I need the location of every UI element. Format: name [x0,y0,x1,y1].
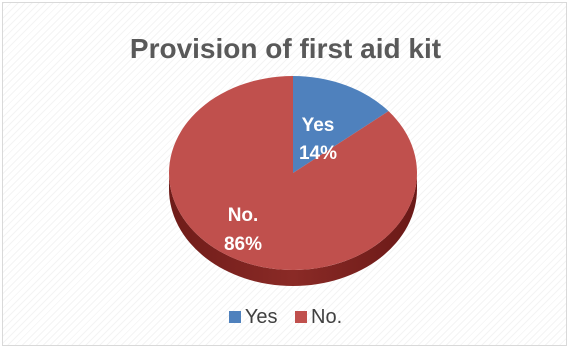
pie-slice-no [168,76,417,270]
chart-title: Provision of first aid kit [129,33,442,64]
data-label-no: No. 86% [224,205,262,255]
legend-item-no: No. [295,306,342,329]
legend-label-yes: Yes [244,306,278,328]
legend-swatch-yes [228,311,241,323]
chart-frame: Provision of first aid kit Yes 14% No. 86% … [2,2,567,346]
data-label-yes: Yes 14% [299,115,337,164]
pie-side-wall [169,173,417,286]
legend: Yes No. [3,306,568,329]
legend-item-yes: Yes [228,306,278,329]
pie-slice-yes [293,76,389,173]
pie-chart: Yes 14% No. 86% [168,76,417,286]
legend-label-no: No. [311,306,343,328]
legend-swatch-no [295,311,308,323]
